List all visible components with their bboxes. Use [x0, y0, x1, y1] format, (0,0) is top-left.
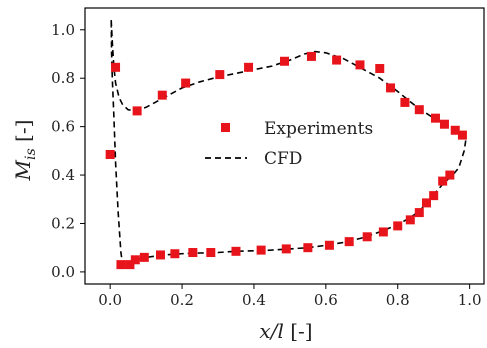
experiment-point [324, 240, 334, 250]
x-tick-label: 0.0 [98, 291, 122, 309]
legend-marker-experiments [221, 123, 230, 132]
y-axis-title-sub: is [23, 148, 39, 160]
experiment-point [281, 244, 291, 254]
ticks-layer: 0.0 0.2 0.4 0.6 0.8 1.0 0.0 0.2 0.4 0.6 0.8 1.0 [51, 21, 481, 309]
x-tick-label: 0.6 [314, 291, 338, 309]
plot-frame [84, 7, 485, 285]
experiment-point [188, 248, 198, 258]
experiment-point [430, 113, 440, 123]
experiment-point [378, 227, 388, 237]
experiment-point [438, 176, 448, 186]
experiment-point [280, 56, 289, 66]
experiment-point [306, 51, 316, 61]
experiment-point [181, 78, 191, 88]
experiment-point [414, 105, 424, 115]
experiment-point [375, 64, 385, 74]
experiment-point [429, 191, 439, 201]
experiment-point [405, 215, 415, 225]
experiment-point [157, 90, 167, 100]
experiment-point [344, 237, 354, 247]
experiment-point [439, 119, 449, 129]
y-tick-label: 0.4 [51, 166, 75, 184]
experiment-point [130, 255, 140, 265]
experiment-point [105, 149, 115, 159]
experiment-point [386, 83, 396, 93]
x-tick-label: 0.8 [386, 291, 410, 309]
x-tick-label: 1.0 [458, 291, 482, 309]
y-tick-label: 0.6 [51, 118, 75, 136]
experiment-point [303, 243, 313, 253]
axes-layer [84, 7, 485, 285]
y-tick-label: 0.8 [51, 69, 75, 87]
experiment-point [400, 97, 410, 107]
experiment-point [355, 60, 365, 70]
experiment-point [125, 260, 135, 270]
x-tick-label: 0.2 [170, 291, 194, 309]
experiment-point [362, 232, 372, 242]
experiment-point [139, 252, 149, 262]
y-axis-title-main: M [11, 159, 35, 181]
experiment-point [116, 260, 126, 270]
series-layer [105, 20, 467, 270]
x-tick-label: 0.4 [242, 291, 266, 309]
y-axis-title-unit: [-] [11, 120, 35, 149]
experiment-point [155, 250, 165, 260]
y-axis-title: Mis [-] [11, 120, 39, 182]
experiment-point [111, 62, 121, 72]
experiment-point [215, 70, 225, 80]
cfd-series-line [110, 20, 467, 266]
experiment-point [132, 106, 142, 116]
x-axis-title: x/l [-] [259, 319, 312, 343]
legend: Experiments CFD [205, 119, 373, 169]
experiment-point [170, 249, 180, 259]
experiment-point [445, 170, 455, 180]
experiment-point [244, 62, 254, 72]
svg-text:Mis [-]: Mis [-] [11, 120, 39, 182]
y-tick-label: 0.2 [51, 214, 75, 232]
experiment-point [457, 130, 467, 140]
x-axis-title-main: x/l [259, 319, 283, 343]
experiment-point [414, 208, 424, 218]
legend-label-experiments: Experiments [264, 119, 373, 139]
experiment-point [421, 198, 431, 208]
legend-label-cfd: CFD [264, 149, 302, 169]
x-axis-title-unit: [-] [284, 319, 313, 343]
experiment-point [332, 55, 342, 65]
y-tick-label: 1.0 [51, 21, 75, 39]
experiment-point [206, 248, 216, 258]
experiment-point [450, 125, 460, 135]
y-tick-label: 0.0 [51, 263, 75, 281]
experiment-point [393, 221, 403, 231]
experiment-point [231, 246, 241, 256]
experiment-point [256, 245, 266, 255]
